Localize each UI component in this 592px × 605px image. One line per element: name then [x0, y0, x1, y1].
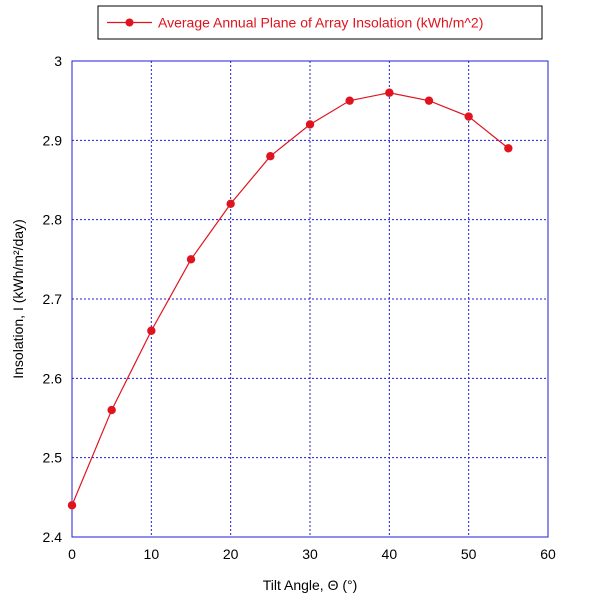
data-point: [266, 152, 275, 161]
grid-lines: [72, 61, 548, 537]
data-point: [504, 144, 513, 153]
data-point: [424, 96, 434, 105]
y-tick-labels: 2.4 2.5 2.6 2.7 2.8 2.9 3: [43, 53, 63, 545]
y-tick-label: 2.6: [43, 370, 63, 386]
x-tick-label: 30: [302, 546, 318, 562]
y-tick-label: 2.8: [43, 212, 63, 228]
y-tick-label: 2.9: [43, 132, 63, 148]
x-tick-label: 50: [461, 546, 477, 562]
data-point: [385, 88, 394, 97]
series-layer: [67, 88, 513, 510]
data-point: [464, 112, 473, 121]
data-point: [147, 326, 156, 335]
x-tick-label: 60: [540, 546, 556, 562]
y-tick-label: 2.5: [43, 450, 63, 466]
legend: Average Annual Plane of Array Insolation…: [97, 5, 543, 40]
data-point: [345, 96, 354, 105]
y-axis-title: Insolation, I (kWh/m²/day): [10, 219, 26, 379]
legend-box: [97, 5, 543, 40]
y-tick-label: 2.4: [43, 529, 63, 545]
legend-marker-swatch: [125, 18, 134, 27]
x-axis-title: Tilt Angle, Θ (°): [263, 577, 358, 593]
data-point: [107, 405, 116, 415]
x-tick-label: 0: [68, 546, 76, 562]
legend-label: Average Annual Plane of Array Insolation…: [158, 15, 483, 31]
x-tick-label: 40: [382, 546, 398, 562]
x-tick-label: 20: [223, 546, 239, 562]
y-tick-label: 3: [54, 53, 62, 69]
series-line: [71, 92, 509, 506]
data-point: [226, 199, 235, 208]
data-point: [67, 501, 77, 510]
y-tick-label: 2.7: [43, 291, 63, 307]
x-tick-labels: 0 10 20 30 40 50 60: [68, 546, 556, 562]
x-tick-label: 10: [144, 546, 160, 562]
data-point: [186, 255, 196, 264]
data-point: [305, 120, 315, 129]
